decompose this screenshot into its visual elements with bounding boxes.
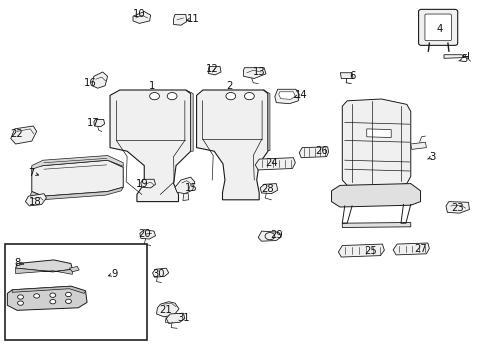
- Polygon shape: [196, 90, 267, 200]
- Text: 1: 1: [148, 81, 155, 91]
- Polygon shape: [260, 184, 277, 194]
- Text: 22: 22: [11, 129, 23, 139]
- Text: 14: 14: [294, 90, 306, 100]
- Circle shape: [34, 294, 40, 298]
- Polygon shape: [11, 126, 37, 144]
- Polygon shape: [443, 55, 462, 58]
- Polygon shape: [25, 194, 46, 206]
- Circle shape: [65, 292, 71, 297]
- Polygon shape: [338, 244, 384, 257]
- Text: 21: 21: [159, 305, 171, 315]
- Circle shape: [149, 93, 159, 100]
- Polygon shape: [30, 187, 123, 200]
- Circle shape: [264, 233, 274, 240]
- Text: 17: 17: [86, 118, 99, 129]
- Text: 18: 18: [29, 197, 41, 207]
- Polygon shape: [16, 260, 72, 272]
- Text: 29: 29: [269, 230, 282, 240]
- Polygon shape: [166, 313, 184, 323]
- Polygon shape: [185, 90, 193, 151]
- Polygon shape: [410, 142, 426, 149]
- Text: 20: 20: [138, 229, 151, 239]
- Text: 30: 30: [152, 269, 165, 279]
- Circle shape: [50, 300, 56, 304]
- Text: 4: 4: [436, 24, 442, 34]
- Polygon shape: [392, 243, 428, 255]
- Polygon shape: [7, 286, 87, 310]
- Polygon shape: [243, 68, 265, 78]
- Text: 8: 8: [14, 258, 20, 268]
- Polygon shape: [156, 302, 179, 317]
- Text: 19: 19: [135, 179, 148, 189]
- Polygon shape: [366, 129, 390, 138]
- Polygon shape: [141, 179, 155, 188]
- Text: 10: 10: [133, 9, 145, 19]
- Text: 27: 27: [413, 244, 426, 254]
- Bar: [5, 244, 146, 340]
- Polygon shape: [342, 99, 410, 187]
- Text: 31: 31: [177, 312, 189, 323]
- Polygon shape: [255, 158, 295, 170]
- Text: 28: 28: [261, 184, 274, 194]
- Polygon shape: [274, 89, 299, 104]
- Polygon shape: [69, 266, 79, 272]
- Polygon shape: [445, 202, 468, 213]
- Text: 23: 23: [450, 203, 463, 213]
- Polygon shape: [32, 156, 123, 169]
- Polygon shape: [94, 120, 104, 127]
- Polygon shape: [92, 72, 107, 88]
- Circle shape: [65, 299, 71, 303]
- Text: 16: 16: [84, 78, 97, 88]
- Circle shape: [18, 301, 23, 305]
- FancyBboxPatch shape: [418, 9, 457, 45]
- Polygon shape: [175, 177, 194, 194]
- Circle shape: [225, 93, 235, 100]
- Polygon shape: [152, 268, 168, 277]
- Polygon shape: [12, 286, 85, 293]
- Circle shape: [244, 93, 254, 100]
- Polygon shape: [16, 268, 72, 274]
- Polygon shape: [110, 90, 190, 202]
- Circle shape: [167, 93, 177, 100]
- Text: 24: 24: [264, 158, 277, 168]
- Text: 3: 3: [429, 152, 435, 162]
- Text: 11: 11: [186, 14, 199, 24]
- Text: 26: 26: [315, 146, 327, 156]
- Polygon shape: [183, 194, 188, 201]
- FancyBboxPatch shape: [424, 14, 450, 41]
- Polygon shape: [331, 184, 420, 207]
- Polygon shape: [340, 73, 352, 78]
- Polygon shape: [32, 160, 123, 196]
- Text: 9: 9: [111, 269, 118, 279]
- Polygon shape: [263, 90, 269, 150]
- Text: 7: 7: [28, 168, 35, 178]
- Polygon shape: [258, 231, 281, 241]
- Circle shape: [18, 295, 23, 299]
- Text: 15: 15: [185, 183, 198, 193]
- Text: 25: 25: [364, 246, 376, 256]
- Text: 12: 12: [206, 64, 219, 74]
- Polygon shape: [208, 67, 221, 75]
- Text: 5: 5: [460, 54, 467, 64]
- Polygon shape: [173, 14, 186, 25]
- Polygon shape: [133, 12, 150, 23]
- Circle shape: [50, 293, 56, 297]
- Polygon shape: [342, 222, 410, 228]
- Polygon shape: [140, 230, 155, 239]
- Polygon shape: [278, 92, 295, 99]
- Text: 2: 2: [226, 81, 233, 91]
- Polygon shape: [299, 147, 328, 158]
- Text: 6: 6: [348, 71, 355, 81]
- Text: 13: 13: [252, 67, 265, 77]
